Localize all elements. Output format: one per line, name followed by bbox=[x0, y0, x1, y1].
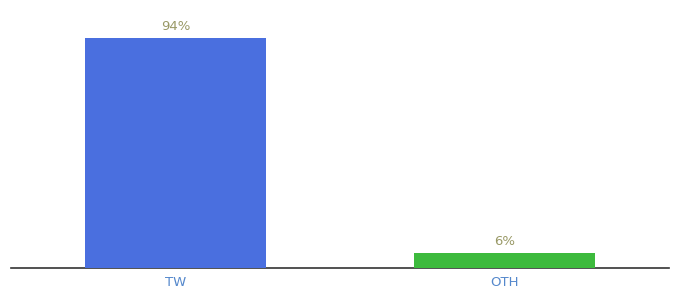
Text: 6%: 6% bbox=[494, 235, 515, 248]
Text: 94%: 94% bbox=[161, 20, 190, 33]
Bar bbox=[85, 38, 266, 268]
Bar bbox=[414, 253, 595, 268]
